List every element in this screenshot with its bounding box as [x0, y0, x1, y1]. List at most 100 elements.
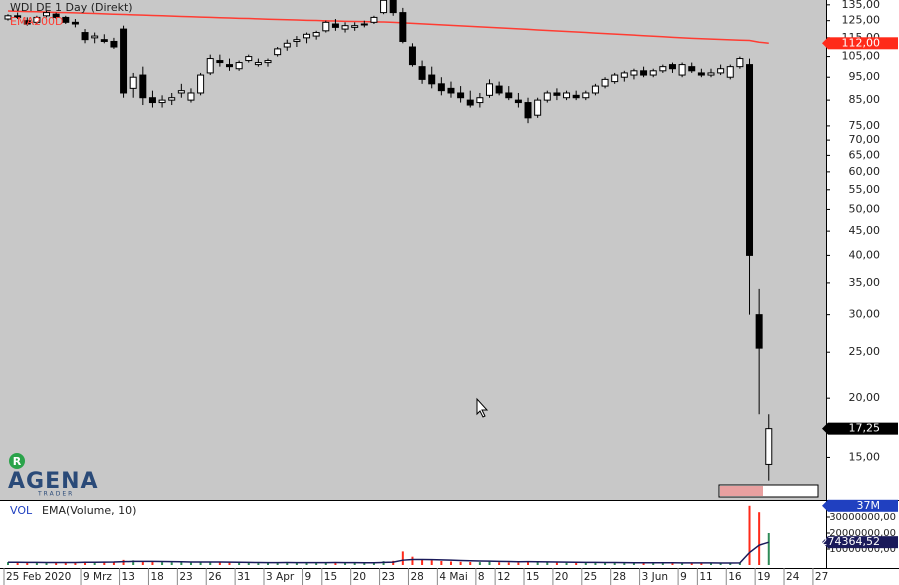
- candle-body: [678, 64, 686, 76]
- y-tick-label: 85,00: [849, 93, 881, 106]
- candle-body: [177, 90, 185, 94]
- logo-badge-bg: [9, 453, 25, 469]
- candle-body: [543, 92, 551, 101]
- x-tick-label: 24: [786, 571, 800, 583]
- volume-bar: [498, 562, 501, 565]
- volume-tick-label: 20000000,00: [829, 528, 896, 539]
- candle-body: [582, 92, 590, 99]
- volume-bar: [122, 559, 125, 565]
- volume-bar: [690, 563, 693, 565]
- volume-bar: [372, 562, 375, 565]
- volume-bar: [469, 561, 472, 565]
- price-tag-bg: [828, 422, 898, 435]
- volume-bar: [267, 562, 270, 565]
- candle-body: [601, 78, 609, 87]
- volume-bar: [767, 533, 770, 565]
- volume-bar: [575, 562, 578, 565]
- volume-bar: [324, 562, 327, 565]
- volume-bar: [555, 562, 558, 565]
- candle-body: [524, 102, 532, 119]
- volume-bar: [652, 563, 655, 565]
- candle-body: [81, 32, 89, 41]
- x-tick-label: 25: [584, 571, 597, 583]
- candle-body: [765, 428, 773, 465]
- candle-body: [283, 42, 291, 48]
- volume-bar: [26, 562, 29, 565]
- volume-bar: [478, 562, 481, 565]
- x-tick-label: 8: [478, 571, 485, 583]
- x-tick-label: 19: [757, 571, 770, 583]
- volume-marks: [7, 505, 770, 565]
- candle-body: [91, 35, 99, 39]
- x-tick-label: 28: [613, 571, 626, 583]
- candle-body: [264, 60, 272, 64]
- x-tick-label: 16: [728, 571, 742, 583]
- volume-bar: [334, 562, 337, 565]
- volume-bar: [55, 562, 58, 565]
- volume-bar: [189, 562, 192, 565]
- volume-bar: [45, 562, 48, 565]
- volume-bar: [103, 561, 106, 565]
- candle-body: [572, 94, 580, 99]
- volume-bar: [719, 563, 722, 565]
- candle-body: [495, 85, 503, 94]
- candle-body: [129, 76, 137, 89]
- price-tag-label: 14274364,52: [807, 535, 880, 548]
- volume-tick-label: 30000000,00: [829, 512, 896, 523]
- volume-bar: [613, 562, 616, 565]
- candle-body: [187, 92, 195, 101]
- candle-body: [100, 39, 108, 42]
- candle-body: [168, 97, 176, 101]
- price-tag-bg: [828, 536, 898, 549]
- volume-bar: [584, 562, 587, 565]
- position-box-fill: [720, 486, 763, 496]
- candle-body: [52, 13, 60, 18]
- x-tick-label: 11: [699, 571, 712, 583]
- volume-bar: [401, 551, 404, 565]
- candle-body: [428, 74, 436, 85]
- y-tick-label: 40,00: [849, 248, 881, 261]
- x-tick-label: 20: [353, 571, 366, 583]
- volume-bar: [709, 563, 712, 565]
- volume-bar: [758, 512, 761, 565]
- x-tick-label: 4 Mai: [439, 571, 467, 583]
- candle-body: [216, 60, 224, 64]
- candle-body: [659, 66, 667, 72]
- candle-body: [245, 56, 253, 62]
- volume-bar: [700, 562, 703, 565]
- volume-bar: [459, 561, 462, 565]
- x-tick-label: 20: [555, 571, 568, 583]
- candle-body: [630, 70, 638, 76]
- volume-bar: [170, 562, 173, 565]
- volume-bar: [421, 559, 424, 565]
- candle-body: [110, 40, 118, 48]
- candle-body: [447, 87, 455, 94]
- x-tick-label: 23: [179, 571, 192, 583]
- volume-bar: [305, 562, 308, 565]
- indicator-label: EMA200D: [10, 15, 63, 28]
- candle-body: [351, 25, 359, 28]
- volume-bar: [738, 562, 741, 565]
- candle-body: [649, 70, 657, 76]
- candle-body: [206, 58, 214, 74]
- y-tick-label: 70,00: [849, 133, 881, 146]
- logo-tagline: TRADER: [37, 491, 74, 498]
- candle-body: [370, 16, 378, 23]
- volume-bar: [257, 563, 260, 565]
- volume-bar: [661, 562, 664, 565]
- candle-body: [707, 72, 715, 76]
- volume-bar: [623, 563, 626, 565]
- candle-body: [466, 99, 474, 106]
- candle-body: [514, 99, 522, 104]
- volume-tick-label: 10000000,00: [829, 544, 896, 555]
- volume-bar: [411, 556, 414, 565]
- candle-body: [476, 97, 484, 104]
- candle-body: [553, 92, 561, 96]
- volume-bar: [748, 505, 751, 565]
- candle-body: [322, 21, 330, 32]
- volume-bar: [344, 562, 347, 565]
- volume-bar: [161, 562, 164, 565]
- volume-bar: [64, 562, 67, 565]
- volume-bar: [209, 561, 212, 565]
- x-tick-label: 28: [410, 571, 423, 583]
